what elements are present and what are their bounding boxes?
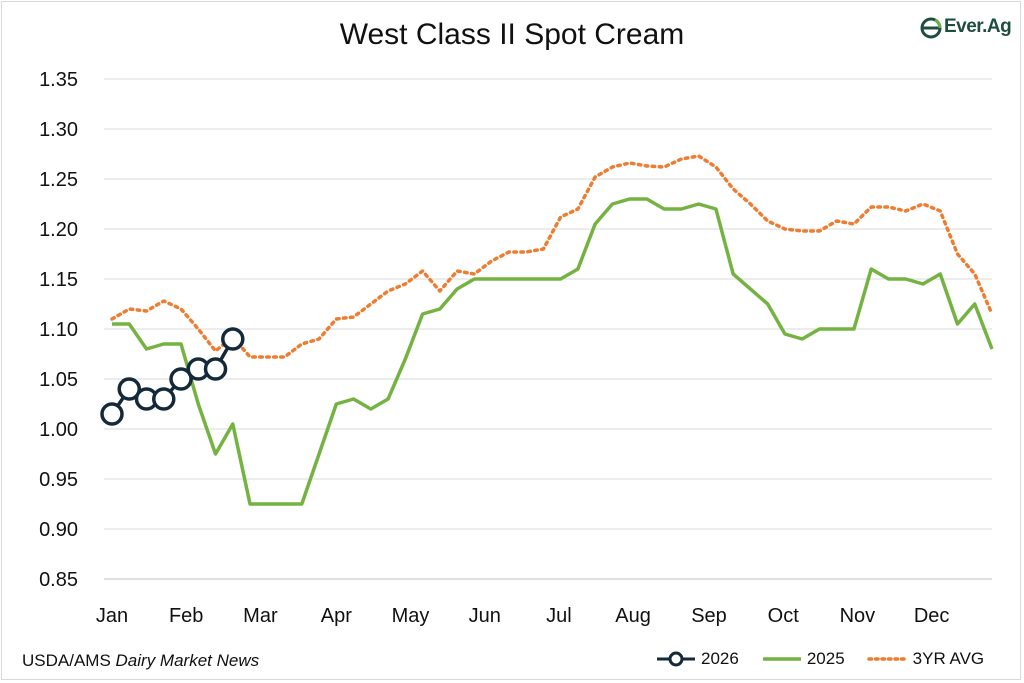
series-line-3yr-avg xyxy=(110,154,994,359)
x-tick-label: Mar xyxy=(243,605,278,627)
legend-swatch-3yr-avg xyxy=(866,657,909,661)
y-tick-label: 1.25 xyxy=(39,169,78,191)
legend-label-2026: 2026 xyxy=(701,649,739,668)
source-prefix: USDA/AMS xyxy=(22,651,116,670)
series-lines xyxy=(100,154,994,506)
y-tick-label: 0.85 xyxy=(39,569,78,591)
y-tick-label: 0.90 xyxy=(39,519,78,541)
data-point-2026 xyxy=(221,327,245,351)
y-tick-label: 1.35 xyxy=(39,69,78,91)
legend-swatch-2026 xyxy=(657,651,695,667)
ever-ag-logo-icon xyxy=(920,17,942,39)
y-tick-label: 1.20 xyxy=(39,219,78,241)
y-tick-label: 1.15 xyxy=(39,269,78,291)
legend-item-2025: 2025 xyxy=(761,649,845,669)
data-point-2026 xyxy=(100,402,124,426)
gridlines xyxy=(104,78,992,580)
source-publication: Dairy Market News xyxy=(115,651,260,670)
x-tick-label: Feb xyxy=(169,605,203,627)
source-note: USDA/AMS Dairy Market News xyxy=(22,651,259,671)
legend-item-3yr-avg: 3YR AVG xyxy=(866,649,985,669)
x-tick-label: Jan xyxy=(96,605,128,627)
x-tick-label: Oct xyxy=(768,605,800,627)
legend-label-3yr-avg: 3YR AVG xyxy=(912,649,985,668)
chart-title: West Class II Spot Cream xyxy=(339,18,685,51)
data-point-2026 xyxy=(169,367,193,391)
x-tick-label: Nov xyxy=(840,605,876,627)
series-line-2025 xyxy=(112,197,994,506)
data-point-2026 xyxy=(117,377,142,401)
x-tick-label: Jun xyxy=(469,605,501,627)
x-tick-label: Sep xyxy=(691,605,727,627)
y-tick-label: 0.95 xyxy=(39,469,78,491)
legend: 2026 2025 3YR AVG xyxy=(655,648,984,670)
ever-ag-logo: Ever.Ag xyxy=(920,14,1015,42)
y-axis-tick-labels: 0.85 0.90 0.95 1.00 1.05 1.10 1.15 1.20 1.25 1.30… xyxy=(39,69,78,591)
legend-swatch-2025 xyxy=(762,657,801,661)
x-axis-tick-labels: Jan Feb Mar Apr May Jun Jul Aug Sep Oct Nov Dec xyxy=(96,605,950,627)
y-tick-label: 1.00 xyxy=(39,419,78,441)
legend-label-2025: 2025 xyxy=(806,649,845,668)
x-tick-label: May xyxy=(392,605,430,627)
x-tick-label: Dec xyxy=(914,605,950,627)
legend-item-2026: 2026 xyxy=(655,649,739,669)
x-tick-label: Apr xyxy=(321,605,352,627)
y-tick-label: 1.10 xyxy=(39,319,78,341)
data-point-2026 xyxy=(203,357,228,381)
y-tick-label: 1.05 xyxy=(39,369,78,391)
ever-ag-logo-text: Ever.Ag xyxy=(944,16,1012,37)
x-tick-label: Jul xyxy=(546,605,572,627)
data-point-2026 xyxy=(152,387,176,411)
y-tick-label: 1.30 xyxy=(39,119,78,141)
x-tick-label: Aug xyxy=(615,605,651,627)
